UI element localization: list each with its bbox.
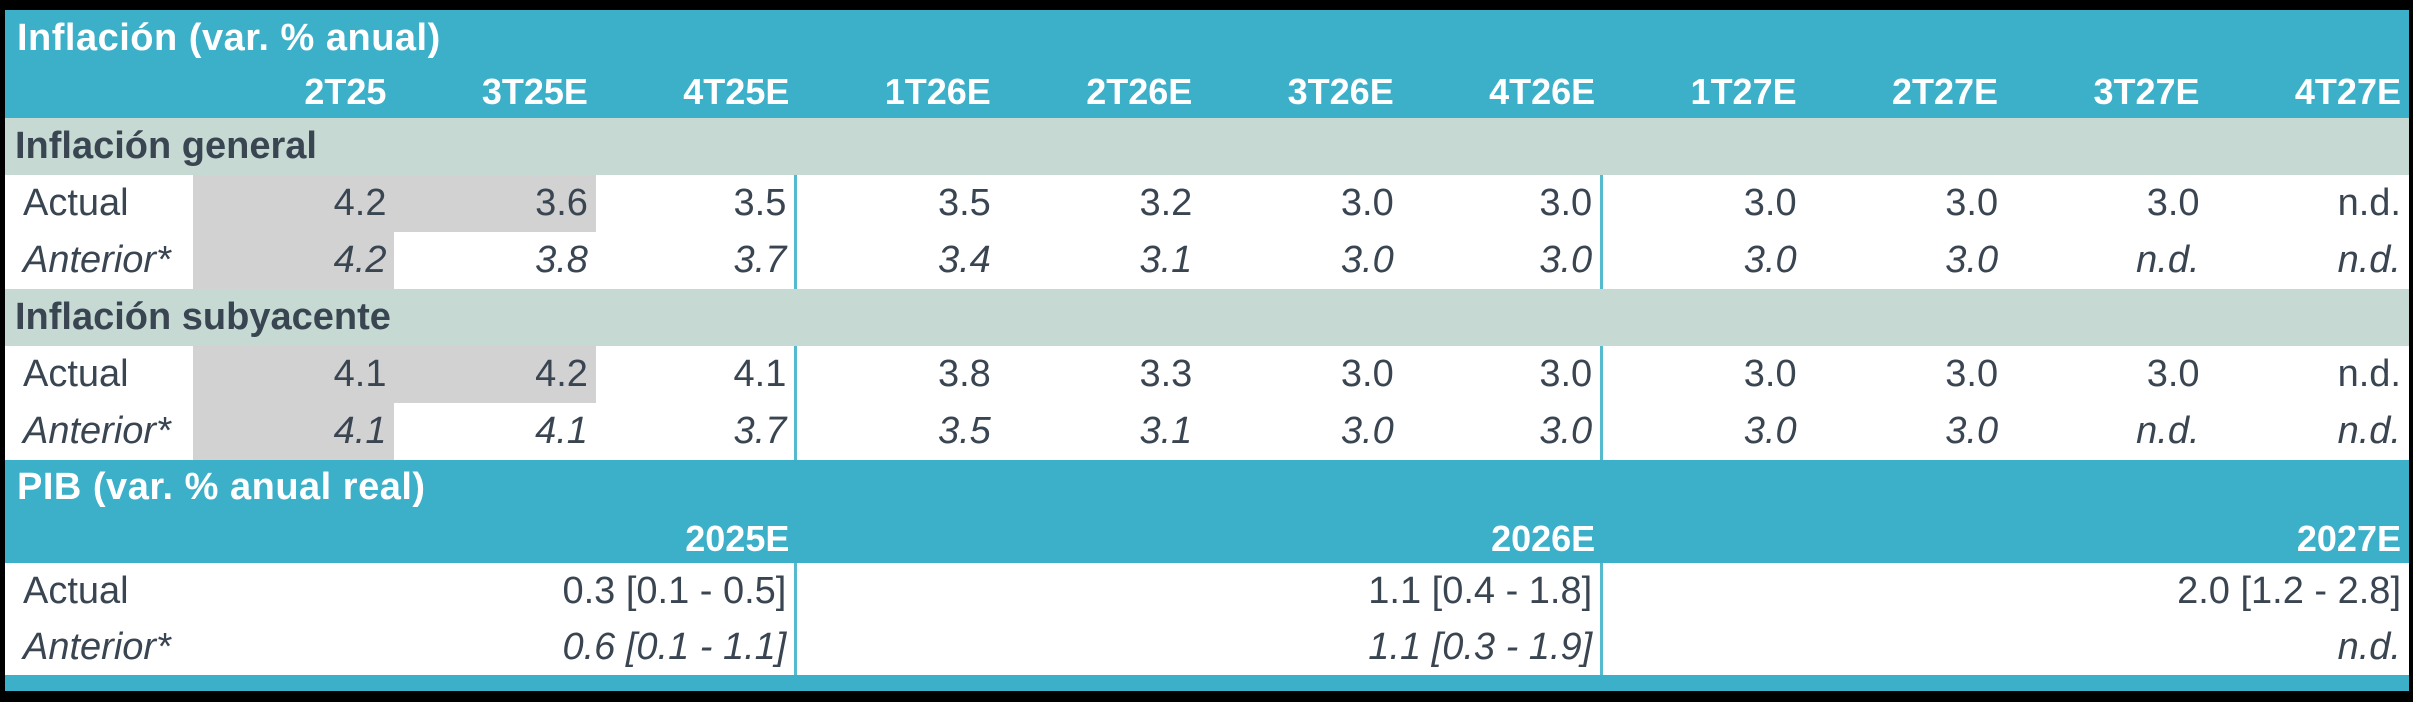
quarter-header-1t27e: 1T27E bbox=[1690, 71, 1797, 112]
value-cell: 3.6 bbox=[394, 175, 596, 232]
table-row: Anterior* 4.1 4.1 3.7 3.5 3.1 3.0 3.0 3.0 3.0 n.d.… bbox=[5, 403, 2409, 460]
year-header-2025e: 2025E bbox=[685, 518, 790, 559]
table-row: Anterior* 0.6 [0.1 - 1.1] 1.1 [0.3 - 1.9] n… bbox=[5, 619, 2409, 675]
value-cell: 4.1 bbox=[596, 346, 798, 403]
value-cell: n.d. bbox=[2136, 239, 2200, 281]
value-cell: 3.1 bbox=[1139, 410, 1193, 452]
value-cell: 0.3 [0.1 - 0.5] bbox=[193, 563, 798, 619]
value-cell: 3.0 bbox=[1402, 175, 1604, 232]
value-cell: 3.0 bbox=[1340, 353, 1394, 395]
value-cell: 4.1 bbox=[535, 410, 588, 452]
value-cell: 3.0 bbox=[1743, 410, 1797, 452]
quarter-header-2t25: 2T25 bbox=[304, 71, 387, 112]
row-label: Anterior* bbox=[23, 410, 171, 452]
value-cell: 3.0 bbox=[1743, 182, 1797, 224]
value-cell: 3.0 bbox=[1743, 353, 1797, 395]
value-cell: 3.5 bbox=[937, 182, 991, 224]
value-cell: 3.2 bbox=[1139, 182, 1193, 224]
value-cell: 3.0 bbox=[1402, 403, 1604, 460]
value-cell: 3.0 bbox=[1402, 232, 1604, 289]
value-cell: 3.0 bbox=[1743, 239, 1797, 281]
table-row: Actual 4.2 3.6 3.5 3.5 3.2 3.0 3.0 3.0 3.0 3.0 n.d. bbox=[5, 175, 2409, 232]
quarter-header-4t27e: 4T27E bbox=[2294, 71, 2401, 112]
value-cell: 0.6 [0.1 - 1.1] bbox=[193, 619, 798, 675]
quarter-header-3t27e: 3T27E bbox=[2093, 71, 2200, 112]
value-cell: n.d. bbox=[2337, 182, 2401, 224]
quarter-header-2t26e: 2T26E bbox=[1086, 71, 1193, 112]
value-cell: n.d. bbox=[2337, 353, 2401, 395]
gdp-title: PIB (var. % anual real) bbox=[17, 466, 426, 508]
table-row: Actual 4.1 4.2 4.1 3.8 3.3 3.0 3.0 3.0 3.0 3.0 n.d. bbox=[5, 346, 2409, 403]
row-label: Actual bbox=[23, 569, 129, 612]
value-cell: 3.0 bbox=[1945, 353, 1999, 395]
value-cell: 4.2 bbox=[193, 232, 395, 289]
row-label: Actual bbox=[23, 353, 129, 395]
bottom-accent-strip bbox=[5, 675, 2409, 691]
value-cell: 3.0 bbox=[2146, 353, 2200, 395]
value-cell: n.d. bbox=[2337, 625, 2401, 668]
table-row: Anterior* 4.2 3.8 3.7 3.4 3.1 3.0 3.0 3.0 3.0 n.d.… bbox=[5, 232, 2409, 289]
value-cell: 3.0 bbox=[2146, 182, 2200, 224]
value-cell: 3.8 bbox=[937, 353, 991, 395]
row-label: Anterior* bbox=[23, 239, 171, 281]
year-header-row: 2025E 2026E 2027E bbox=[5, 515, 2409, 563]
value-cell: 3.7 bbox=[596, 403, 798, 460]
value-cell: n.d. bbox=[2136, 410, 2200, 452]
value-cell: 3.0 bbox=[1340, 239, 1394, 281]
quarter-header-4t25e: 4T25E bbox=[683, 71, 790, 112]
value-cell: 3.4 bbox=[937, 239, 991, 281]
value-cell: 3.8 bbox=[535, 239, 588, 281]
table-row: Actual 0.3 [0.1 - 0.5] 1.1 [0.4 - 1.8] 2.0 … bbox=[5, 563, 2409, 619]
value-cell: 3.0 bbox=[1340, 410, 1394, 452]
value-cell: 2.0 [1.2 - 2.8] bbox=[2177, 569, 2401, 612]
quarter-header-2t27e: 2T27E bbox=[1892, 71, 1999, 112]
value-cell: 3.0 bbox=[1402, 346, 1604, 403]
value-cell: 1.1 [0.3 - 1.9] bbox=[797, 619, 1604, 675]
year-header-2026e: 2026E bbox=[1491, 518, 1596, 559]
inflation-title: Inflación (var. % anual) bbox=[17, 16, 441, 59]
gdp-title-row: PIB (var. % anual real) bbox=[5, 460, 2409, 515]
value-cell: n.d. bbox=[2337, 239, 2401, 281]
quarter-header-3t26e: 3T26E bbox=[1287, 71, 1394, 112]
quarter-header-row: 2T25 3T25E 4T25E 1T26E 2T26E 3T26E 4T26E 1T27E 2… bbox=[5, 66, 2409, 118]
inflation-title-row: Inflación (var. % anual) bbox=[5, 10, 2409, 66]
gdp-body: Actual 0.3 [0.1 - 0.5] 1.1 [0.4 - 1.8] 2.0 … bbox=[5, 563, 2409, 675]
value-cell: 3.0 bbox=[1945, 182, 1999, 224]
row-label: Actual bbox=[23, 182, 129, 224]
section-band: Inflación subyacente bbox=[5, 289, 2409, 346]
value-cell: 3.5 bbox=[937, 410, 991, 452]
value-cell: n.d. bbox=[2337, 410, 2401, 452]
inflation-body: Inflación general Actual 4.2 3.6 3.5 3.5 3.2 3.… bbox=[5, 118, 2409, 460]
quarter-header-4t26e: 4T26E bbox=[1489, 71, 1596, 112]
quarter-header-3t25e: 3T25E bbox=[481, 71, 588, 112]
value-cell: 3.7 bbox=[596, 232, 798, 289]
value-cell: 1.1 [0.4 - 1.8] bbox=[797, 563, 1604, 619]
section-band: Inflación general bbox=[5, 118, 2409, 175]
value-cell: 3.3 bbox=[1139, 353, 1193, 395]
forecast-table: Inflación (var. % anual) 2T25 3T25E 4T25E 1… bbox=[5, 10, 2409, 691]
value-cell: 4.1 bbox=[193, 346, 395, 403]
value-cell: 3.0 bbox=[1340, 182, 1394, 224]
value-cell: 3.0 bbox=[1945, 239, 1999, 281]
quarter-header-1t26e: 1T26E bbox=[884, 71, 991, 112]
value-cell: 4.2 bbox=[394, 346, 596, 403]
row-label: Anterior* bbox=[23, 625, 171, 668]
year-header-2027e: 2027E bbox=[2296, 518, 2401, 559]
value-cell: 3.1 bbox=[1139, 239, 1193, 281]
value-cell: 4.1 bbox=[193, 403, 395, 460]
value-cell: 3.0 bbox=[1945, 410, 1999, 452]
value-cell: 3.5 bbox=[596, 175, 798, 232]
value-cell: 4.2 bbox=[193, 175, 395, 232]
